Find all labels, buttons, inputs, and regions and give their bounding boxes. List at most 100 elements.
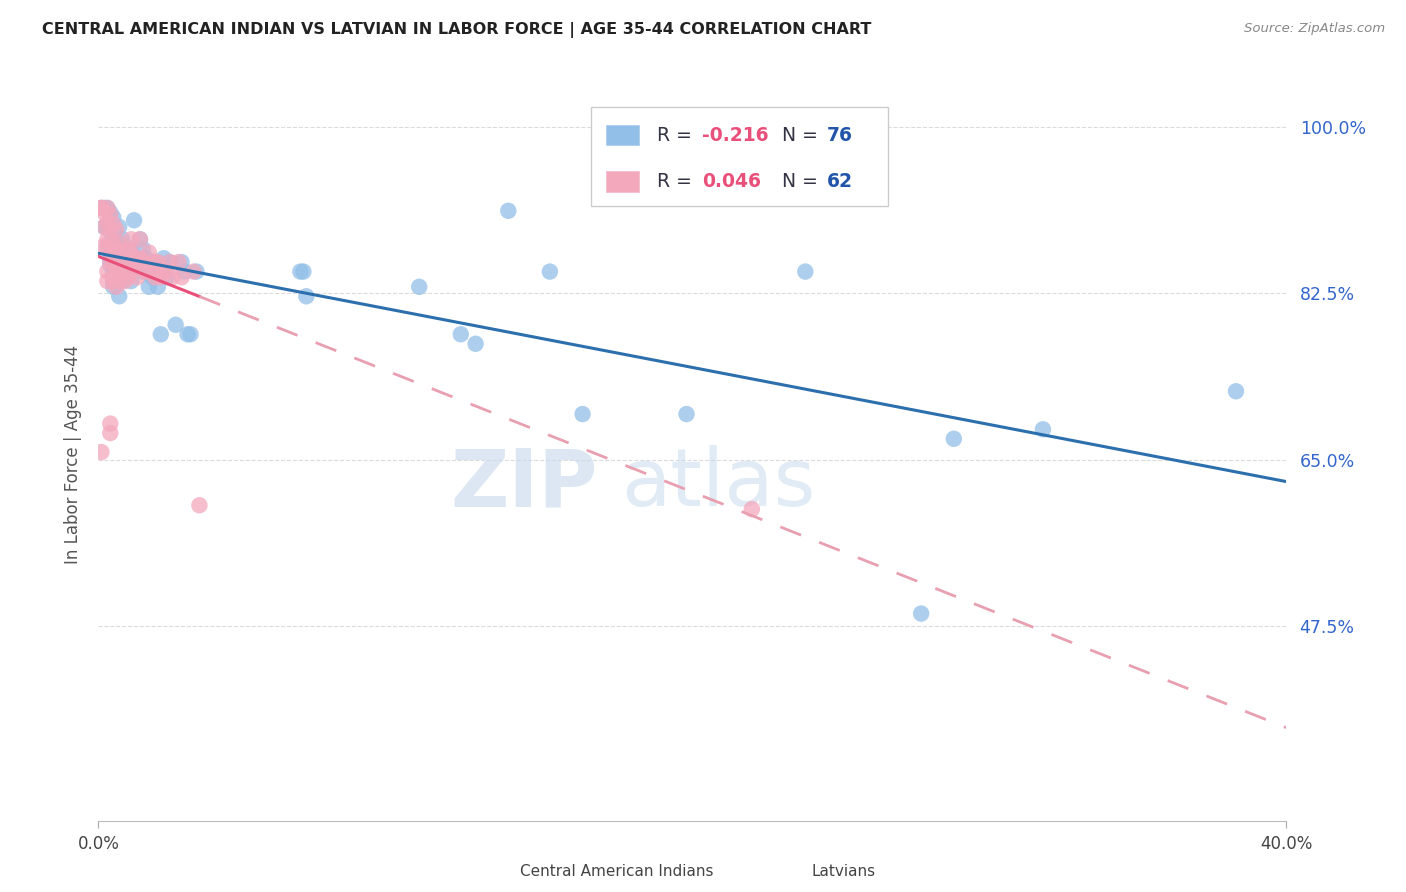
Point [292,264,315,278]
Point [93,205,115,219]
Point [143,270,166,285]
Point [122,213,145,227]
FancyBboxPatch shape [478,863,509,880]
Point [105,223,128,237]
Point [159,255,181,269]
Text: N =: N = [782,126,824,145]
Point [108,262,131,277]
Point [103,260,125,275]
Point [96,264,118,278]
Text: N =: N = [782,172,824,191]
Point [103,274,125,288]
Point [152,264,174,278]
Point [93,219,115,234]
Point [125,255,148,269]
Point [129,232,152,246]
Point [105,264,128,278]
Point [170,255,193,269]
Point [98,239,121,253]
Point [114,242,136,256]
Text: R =: R = [657,172,697,191]
Point [114,270,136,285]
Point [98,255,121,269]
Point [149,270,172,285]
Text: Central American Indians: Central American Indians [520,864,714,880]
Point [794,264,817,278]
Point [135,252,157,266]
Point [538,264,561,278]
Point [1032,422,1054,436]
Point [108,252,131,266]
Point [129,252,152,266]
Point [90,201,112,215]
Point [188,498,211,512]
Point [105,245,128,260]
Point [135,264,157,278]
Point [111,260,134,275]
Point [114,255,136,269]
Point [571,407,593,421]
Point [120,242,142,256]
Point [93,219,115,234]
Point [103,239,125,253]
Point [138,280,160,294]
Point [103,252,125,266]
Point [295,289,318,303]
Point [105,242,128,256]
Point [149,327,172,342]
Point [146,280,169,294]
Point [98,258,121,272]
Point [108,274,131,288]
Point [173,264,195,278]
Point [464,336,486,351]
Point [103,211,125,225]
Point [132,264,155,278]
Point [105,260,128,275]
Point [290,264,312,278]
Point [103,280,125,294]
Point [96,201,118,215]
Point [103,270,125,285]
Text: Latvians: Latvians [811,864,876,880]
Point [146,255,169,269]
FancyBboxPatch shape [769,863,800,880]
Point [108,219,131,234]
Point [159,255,181,269]
Point [741,502,763,516]
Point [1225,384,1247,399]
Point [942,432,965,446]
Point [143,270,166,285]
Point [176,327,198,342]
Point [96,219,118,234]
Point [103,255,125,269]
Point [186,264,208,278]
Point [114,255,136,269]
Point [98,225,121,239]
Point [120,260,142,275]
Point [179,327,201,342]
Point [98,242,121,256]
Point [90,201,112,215]
Text: Source: ZipAtlas.com: Source: ZipAtlas.com [1244,22,1385,36]
Text: CENTRAL AMERICAN INDIAN VS LATVIAN IN LABOR FORCE | AGE 35-44 CORRELATION CHART: CENTRAL AMERICAN INDIAN VS LATVIAN IN LA… [42,22,872,38]
Point [98,417,121,431]
Point [93,239,115,253]
Point [96,201,118,215]
Text: -0.216: -0.216 [702,126,769,145]
Point [125,252,148,266]
Point [108,264,131,278]
Point [103,274,125,288]
Point [122,252,145,266]
Point [450,327,472,342]
Point [98,205,121,219]
Point [111,252,134,266]
Point [111,274,134,288]
Point [103,268,125,282]
Point [108,236,131,251]
Point [114,274,136,288]
Point [120,274,142,288]
Point [96,274,118,288]
Point [96,239,118,253]
Y-axis label: In Labor Force | Age 35-44: In Labor Force | Age 35-44 [63,345,82,565]
Point [132,255,155,269]
